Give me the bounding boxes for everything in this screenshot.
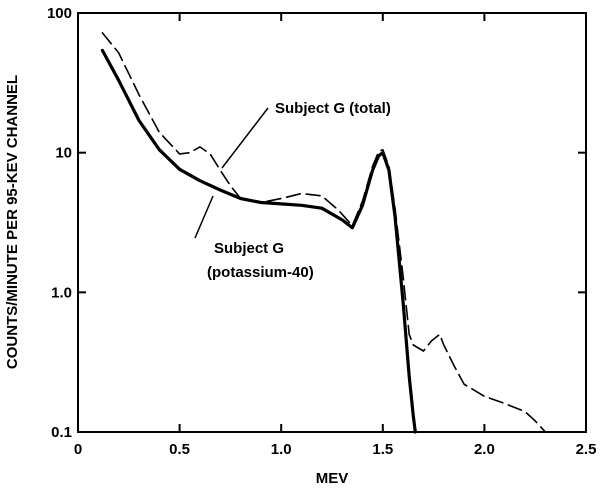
- y-tick-label: 1.0: [51, 284, 72, 301]
- axis-ticks: [77, 12, 587, 433]
- annotation-k40: Subject G (potassium-40): [194, 195, 314, 281]
- annotation-total-pointer: [221, 107, 269, 169]
- y-tick-label: 100: [47, 5, 72, 22]
- plot-frame: [77, 12, 587, 433]
- y-tick-label: 0.1: [51, 424, 72, 441]
- y-tick-labels: 0.1 1.0 10 100: [47, 5, 72, 441]
- x-tick-label: 1.5: [372, 441, 393, 458]
- x-axis-title: MEV: [316, 470, 349, 487]
- x-tick-label: 0: [74, 441, 82, 458]
- annotation-total-label: Subject G (total): [275, 100, 391, 117]
- y-tick-label: 10: [55, 145, 72, 162]
- x-tick-labels: 0 0.5 1.0 1.5 2.0 2.5: [74, 441, 597, 458]
- y-axis-title: COUNTS/MINUTE PER 95-KEV CHANNEL: [4, 75, 21, 369]
- annotation-k40-label-1: Subject G: [214, 240, 284, 257]
- x-tick-label: 1.0: [271, 441, 292, 458]
- x-tick-label: 2.5: [576, 441, 597, 458]
- series-k40-line: [100, 48, 417, 434]
- annotation-total: Subject G (total): [221, 100, 391, 169]
- x-tick-label: 2.0: [474, 441, 495, 458]
- annotation-k40-pointer: [194, 195, 214, 239]
- x-tick-label: 0.5: [169, 441, 190, 458]
- series-lines: [100, 32, 547, 434]
- annotation-k40-label-2: (potassium-40): [207, 264, 314, 281]
- series-total-line: [101, 32, 547, 433]
